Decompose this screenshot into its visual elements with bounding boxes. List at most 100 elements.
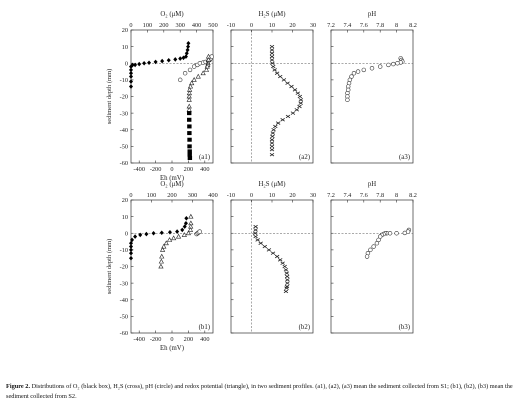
top-tick-label: 7.2: [327, 22, 335, 29]
h2s-point: [282, 264, 287, 269]
eh-point: [166, 237, 173, 242]
y-axis-label: sediment depth (mm): [106, 239, 113, 295]
series-triangle: [158, 213, 194, 269]
ph-point: [394, 231, 399, 236]
o2-point: [129, 79, 133, 84]
y-tick-label: -40: [120, 127, 128, 134]
ph-point: [395, 61, 400, 66]
ph-point: [368, 247, 373, 253]
ph-point: [345, 97, 350, 103]
y-tick-label: 10: [122, 44, 128, 51]
top-tick-label: 400: [192, 22, 201, 29]
series-circle: [364, 227, 412, 259]
y-tick-label: -50: [120, 314, 128, 321]
y-tick-label: -30: [120, 110, 128, 117]
top-tick-label: 500: [208, 22, 217, 29]
o2-point: [129, 84, 133, 89]
bottom-tick-label: -200: [150, 166, 162, 173]
o2-point: [160, 58, 165, 64]
series-circle: [194, 229, 202, 237]
eh-point: [195, 73, 201, 79]
o2-point: [187, 156, 193, 161]
top-tick-label: 8: [395, 22, 398, 29]
ph-point: [369, 66, 375, 71]
top-tick-label: 7.4: [343, 22, 352, 29]
top-tick-label: 8.2: [409, 192, 417, 199]
o2-point: [183, 220, 188, 226]
bottom-tick-label: -400: [133, 166, 145, 173]
y-tick-label: 0: [125, 230, 128, 237]
o2-point: [129, 240, 133, 246]
o2-point: [129, 67, 133, 73]
panel-label: (b3): [399, 324, 410, 331]
ph-point: [197, 229, 202, 234]
o2-point: [187, 131, 192, 136]
o2-point: [129, 250, 133, 256]
h2s-point: [271, 64, 276, 69]
o2-point: [147, 60, 152, 66]
h2s-point: [283, 289, 289, 294]
eh-point: [158, 258, 164, 264]
o2-point: [183, 54, 188, 59]
ph-point: [182, 71, 188, 76]
h2s-point: [269, 54, 275, 59]
o2-point: [142, 60, 147, 66]
y-tick-label: 20: [122, 27, 128, 34]
ph-point: [402, 230, 407, 236]
series-triangle: [186, 53, 212, 112]
h2s-point: [292, 88, 298, 92]
bottom-tick-label: 400: [200, 336, 209, 343]
h2s-point: [283, 268, 289, 272]
h2s-point: [269, 141, 275, 145]
top-tick-label: 10: [269, 22, 275, 29]
h2s-point: [277, 74, 283, 79]
h2s-point: [274, 254, 280, 259]
series-box: [187, 111, 193, 161]
top-axis-label: pH: [368, 11, 376, 18]
top-tick-label: 100: [147, 192, 156, 199]
panel-b3: 7.2 7.4 7.6 7.8 8 8.2 pH (b3): [327, 181, 417, 334]
panel-a3: 7.2 7.4 7.6 7.8 8 8.2 pH (a3): [327, 11, 417, 164]
h2s-point: [285, 278, 290, 282]
h2s-point: [290, 111, 296, 115]
eh-point: [175, 233, 182, 239]
eh-point: [191, 77, 197, 82]
h2s-point: [277, 258, 283, 262]
o2-point: [187, 111, 192, 116]
panel-b2: -10 0 10 20 30 H₂S (μM) (b2): [227, 181, 316, 334]
h2s-point: [270, 131, 276, 135]
top-tick-label: 7.2: [327, 192, 335, 199]
h2s-point: [252, 231, 258, 235]
top-tick-label: 8.2: [409, 22, 417, 29]
top-tick-label: 7.6: [360, 22, 368, 29]
y-tick-label: 0: [125, 60, 128, 67]
h2s-point: [253, 228, 258, 232]
top-tick-label: 0: [129, 192, 132, 199]
h2s-point: [280, 118, 285, 122]
eh-point: [189, 80, 195, 86]
o2-point: [167, 229, 172, 235]
series-circle: [345, 56, 405, 103]
eh-point: [187, 227, 194, 232]
panel-frame: [330, 29, 414, 164]
o2-point: [144, 231, 149, 237]
top-tick-label: 7.6: [360, 192, 368, 199]
h2s-point: [269, 147, 275, 152]
o2-point: [186, 41, 191, 46]
top-tick-label: 30: [310, 192, 316, 199]
eh-point: [188, 213, 194, 219]
eh-point: [159, 253, 165, 259]
h2s-point: [275, 121, 281, 125]
y-tick-label: -20: [120, 264, 128, 271]
ph-point: [355, 69, 361, 74]
bottom-tick-label: -400: [133, 336, 145, 343]
top-axis-label: H₂S (μM): [259, 181, 286, 188]
top-tick-label: -10: [227, 192, 235, 199]
h2s-point: [258, 241, 263, 245]
o2-point: [178, 56, 183, 61]
bottom-tick-label: 200: [184, 336, 193, 343]
panel-frame: [330, 199, 414, 334]
y-tick-label: 20: [122, 197, 128, 204]
o2-point: [187, 152, 192, 157]
